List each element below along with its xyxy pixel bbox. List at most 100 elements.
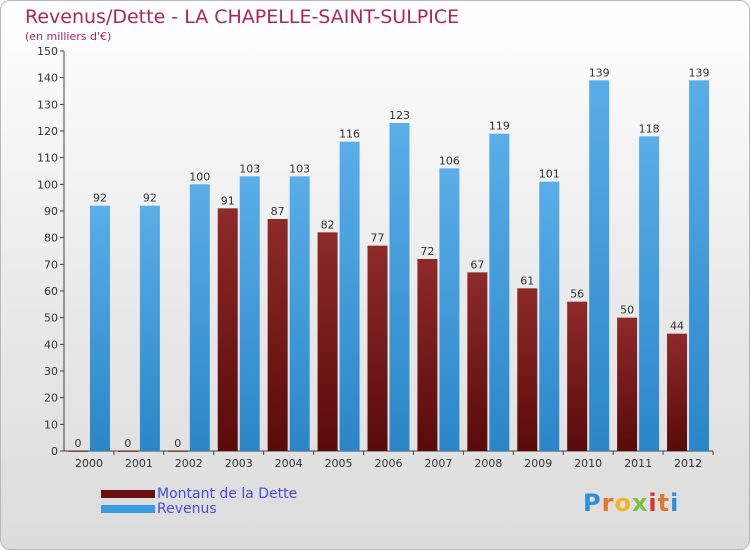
legend-item-revenus: Revenus (101, 501, 297, 516)
x-tick-label: 2009 (524, 457, 552, 470)
logo-letter: o (614, 489, 632, 517)
x-tick-label: 2002 (175, 457, 203, 470)
data-label-dette: 77 (371, 232, 385, 245)
bar-dette (117, 451, 138, 452)
bar-dette (267, 219, 288, 451)
data-label-dette: 87 (271, 205, 285, 218)
y-tick-label: 80 (44, 232, 58, 245)
x-tick-label: 2008 (474, 457, 502, 470)
legend-label-revenus: Revenus (157, 500, 217, 517)
bar-revenus (339, 141, 360, 451)
y-tick-label: 20 (44, 392, 58, 405)
legend-swatch-dette (101, 489, 155, 498)
data-label-revenus: 139 (689, 66, 710, 79)
bar-dette (367, 245, 388, 451)
bar-revenus (189, 184, 210, 452)
chart-subtitle: (en milliers d'€) (25, 30, 112, 43)
logo-letter: i (670, 489, 680, 517)
data-label-revenus: 103 (289, 162, 310, 175)
data-label-revenus: 92 (93, 192, 107, 205)
legend-label-dette: Montant de la Dette (157, 485, 298, 502)
bar-dette (217, 208, 238, 451)
bar-dette (167, 451, 188, 452)
data-label-dette: 0 (74, 437, 81, 450)
data-label-revenus: 119 (489, 120, 510, 133)
bar-revenus (89, 205, 110, 451)
data-label-revenus: 92 (143, 192, 157, 205)
y-tick-label: 50 (44, 312, 58, 325)
bar-dette (667, 333, 688, 451)
bar-dette (517, 288, 538, 451)
legend-swatch-revenus (101, 504, 155, 513)
legend: Montant de la Dette Revenus (101, 486, 297, 516)
data-label-dette: 67 (470, 258, 484, 271)
bar-revenus (639, 136, 660, 452)
x-tick-label: 2003 (225, 457, 253, 470)
data-label-revenus: 139 (589, 66, 610, 79)
logo-letter: P (583, 489, 602, 517)
bar-revenus (289, 176, 310, 452)
bar-revenus (539, 181, 560, 451)
data-label-dette: 61 (520, 274, 534, 287)
x-tick-label: 2007 (424, 457, 452, 470)
data-label-dette: 50 (620, 304, 634, 317)
y-tick-label: 60 (44, 285, 58, 298)
x-tick-label: 2006 (375, 457, 403, 470)
y-tick-label: 110 (37, 152, 58, 165)
bar-revenus (589, 80, 610, 451)
logo-letter: x (631, 489, 649, 517)
bar-dette (617, 317, 638, 451)
bar-dette (567, 301, 588, 451)
chart-title: Revenus/Dette - LA CHAPELLE-SAINT-SULPIC… (25, 6, 460, 28)
bar-revenus (389, 123, 410, 451)
x-tick-label: 2000 (75, 457, 103, 470)
data-label-revenus: 123 (389, 109, 410, 122)
x-tick-label: 2005 (325, 457, 353, 470)
y-tick-label: 140 (37, 72, 58, 85)
y-tick-label: 70 (44, 258, 58, 271)
bar-dette (67, 451, 88, 452)
y-tick-label: 130 (37, 98, 58, 111)
data-label-revenus: 116 (339, 128, 360, 141)
bar-revenus (689, 80, 710, 451)
data-label-revenus: 118 (639, 122, 660, 135)
data-label-dette: 82 (321, 218, 335, 231)
data-label-revenus: 101 (539, 168, 560, 181)
y-tick-label: 100 (37, 178, 58, 191)
logo-letter: i (648, 489, 658, 517)
y-tick-label: 30 (44, 365, 58, 378)
data-label-dette: 91 (221, 194, 235, 207)
bar-revenus (139, 205, 160, 451)
x-tick-label: 2001 (125, 457, 153, 470)
data-label-dette: 56 (570, 288, 584, 301)
y-tick-label: 40 (44, 338, 58, 351)
bar-dette (467, 272, 488, 451)
data-label-dette: 72 (420, 245, 434, 258)
data-label-dette: 44 (670, 320, 684, 333)
y-tick-label: 10 (44, 418, 58, 431)
proxiti-logo: Proxiti (583, 489, 679, 517)
y-tick-label: 90 (44, 205, 58, 218)
y-tick-label: 150 (37, 45, 58, 58)
x-tick-label: 2004 (275, 457, 303, 470)
y-tick-label: 0 (51, 445, 58, 458)
x-tick-label: 2010 (574, 457, 602, 470)
legend-item-dette: Montant de la Dette (101, 486, 297, 501)
data-label-revenus: 106 (439, 154, 460, 167)
bar-revenus (489, 133, 510, 451)
bar-revenus (439, 168, 460, 452)
logo-letter: r (601, 489, 615, 517)
y-tick-label: 120 (37, 125, 58, 138)
data-label-dette: 0 (124, 437, 131, 450)
bar-dette (417, 259, 438, 451)
logo-letter: t (657, 489, 671, 517)
x-tick-label: 2012 (674, 457, 702, 470)
bar-dette (317, 232, 338, 451)
x-tick-label: 2011 (624, 457, 652, 470)
data-label-revenus: 103 (239, 162, 260, 175)
data-label-dette: 0 (174, 437, 181, 450)
data-label-revenus: 100 (189, 170, 210, 183)
bar-revenus (239, 176, 260, 452)
